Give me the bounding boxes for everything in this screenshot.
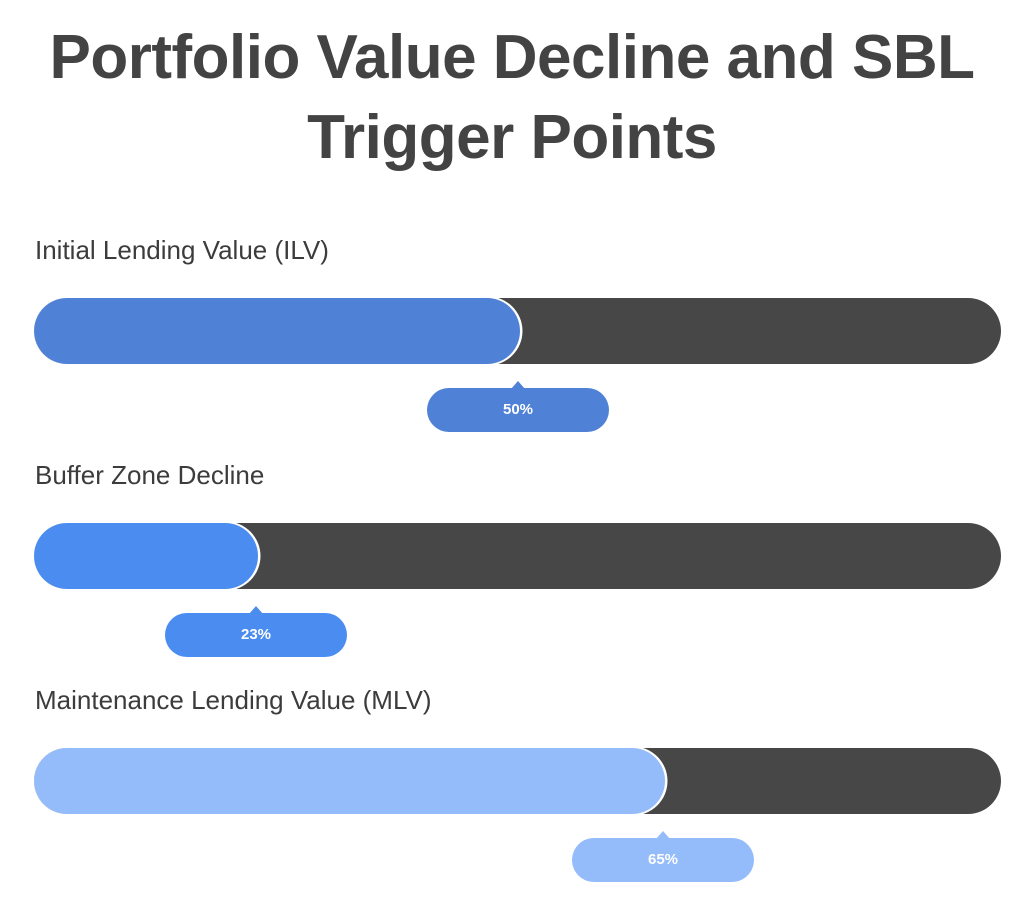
value-label: 23% (165, 606, 347, 657)
bar-fill (34, 748, 665, 814)
bar-fill (34, 298, 520, 364)
bar-label: Buffer Zone Decline (35, 460, 265, 490)
bar-track (34, 748, 1001, 814)
bar-label: Initial Lending Value (ILV) (35, 235, 329, 265)
bar-fill (34, 523, 258, 589)
value-label: 65% (572, 831, 754, 882)
chart-title: Portfolio Value Decline and SBL Trigger … (49, 23, 975, 172)
bar-label: Maintenance Lending Value (MLV) (35, 685, 432, 715)
bar-track (34, 298, 1001, 364)
bar-track (34, 523, 1001, 589)
value-label: 50% (427, 381, 609, 432)
